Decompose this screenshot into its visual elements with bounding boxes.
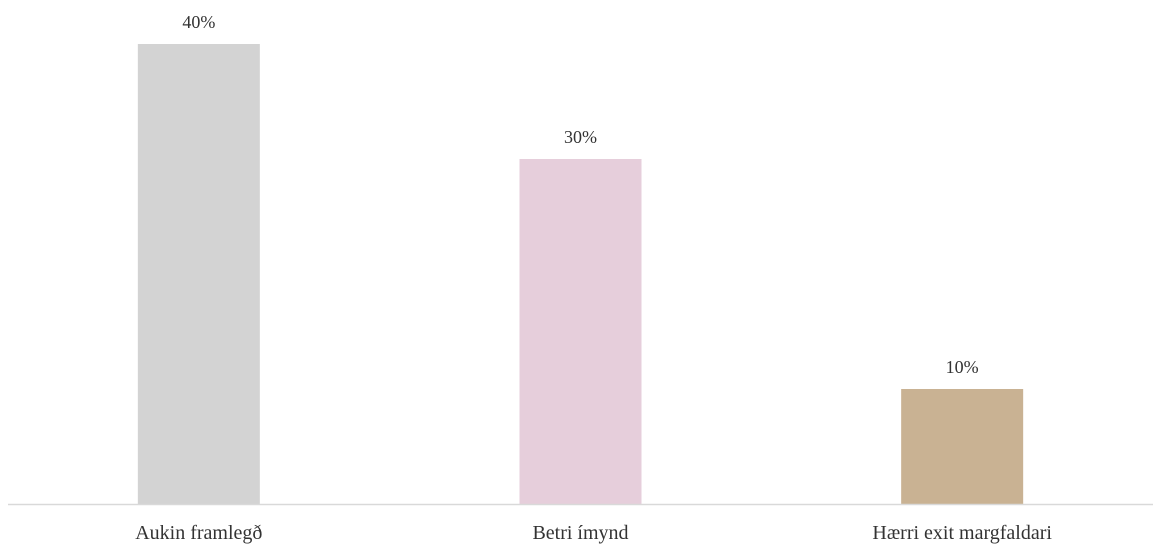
x-tick-label-3: Hærri exit margfaldari (872, 522, 1052, 544)
data-label-1: 40% (182, 12, 215, 32)
x-tick-label-2: Betri ímynd (532, 522, 628, 544)
x-tick-labels-group: Aukin framlegð Betri ímynd Hærri exit marg… (135, 522, 1052, 544)
bar-3 (901, 389, 1024, 504)
data-label-3: 10% (946, 357, 979, 377)
data-labels-group: 40% 30% 10% (182, 12, 978, 377)
bar-1 (137, 44, 260, 504)
x-tick-label-1: Aukin framlegð (135, 522, 262, 544)
data-label-2: 30% (564, 127, 597, 147)
bars-group (137, 44, 1024, 504)
bar-2 (519, 159, 642, 504)
